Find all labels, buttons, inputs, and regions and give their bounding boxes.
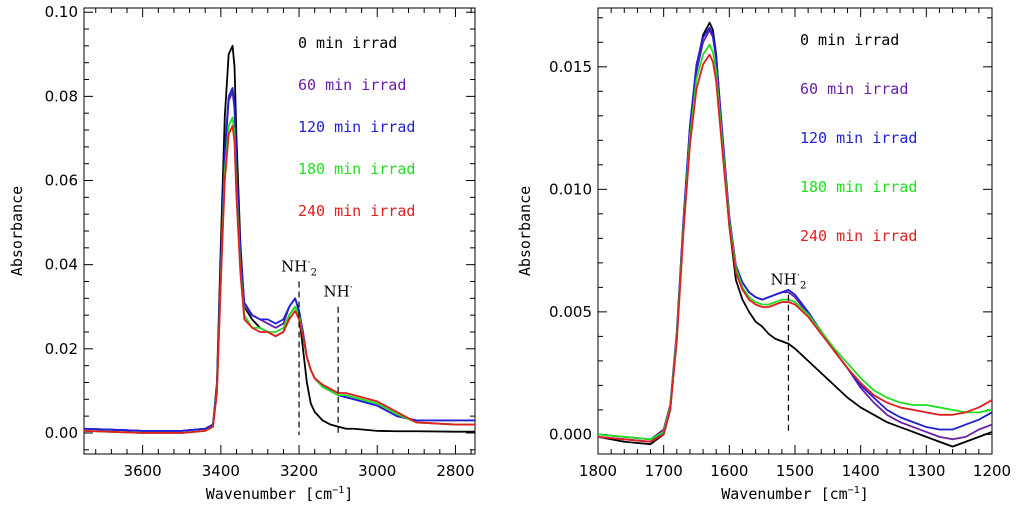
- annotation-label: NH·2: [281, 257, 317, 278]
- series-line-60-min: [84, 91, 475, 432]
- series-line-240-min: [84, 124, 475, 434]
- annotation-label: NH·2: [771, 271, 807, 292]
- legend-entry: 180 min irrad: [298, 160, 415, 178]
- x-tick-label: 1500: [776, 462, 814, 480]
- x-tick-label: 1600: [710, 462, 748, 480]
- x-tick-label: 3600: [124, 462, 162, 480]
- y-tick-label: 0.000: [549, 425, 592, 443]
- annotation-label: NH·: [323, 283, 352, 301]
- x-axis-label: Wavenumber [cm−1]: [721, 485, 869, 503]
- legend-entry: 0 min irrad: [800, 31, 899, 49]
- legend-entry: 180 min irrad: [800, 178, 917, 196]
- y-tick-label: 0.08: [45, 87, 78, 105]
- plot-frame: [83, 7, 476, 455]
- y-tick-label: 0.015: [549, 58, 592, 76]
- x-tick-label: 2800: [436, 462, 474, 480]
- legend-entry: 120 min irrad: [800, 129, 917, 147]
- x-tick-label: 1200: [973, 462, 1011, 480]
- y-tick-label: 0.06: [45, 172, 78, 190]
- y-tick-label: 0.02: [45, 340, 78, 358]
- y-axis-label: Absorbance: [8, 186, 26, 276]
- series-line-180-min: [84, 116, 475, 434]
- y-tick-label: 0.010: [549, 180, 592, 198]
- legend-entry: 120 min irrad: [298, 118, 415, 136]
- legend-entry: 60 min irrad: [800, 80, 908, 98]
- legend-entry: 240 min irrad: [298, 202, 415, 220]
- y-axis-label: Absorbance: [516, 186, 534, 276]
- y-tick-label: 0.00: [45, 424, 78, 442]
- x-tick-label: 3400: [202, 462, 240, 480]
- plot-frame: [597, 7, 993, 455]
- y-tick-label: 0.10: [45, 3, 78, 21]
- legend-entry: 240 min irrad: [800, 227, 917, 245]
- series-line-120-min: [84, 87, 475, 432]
- x-tick-label: 1400: [842, 462, 880, 480]
- legend-entry: 60 min irrad: [298, 76, 406, 94]
- legend-entry: 0 min irrad: [298, 34, 397, 52]
- x-axis-label: Wavenumber [cm−1]: [206, 485, 354, 503]
- right-chart-panel: 1800 1700 1600 1500 1400 1300 1200 0.000 0.005 0.…: [516, 7, 1011, 503]
- left-chart-panel: 3600 3400 3200 3000 2800 0.00 0.02 0.04 0.06 0.08…: [8, 3, 476, 503]
- series-line-0-min: [598, 21, 992, 448]
- y-tick-label: 0.005: [549, 303, 592, 321]
- x-tick-label: 3000: [358, 462, 396, 480]
- x-tick-label: 3200: [280, 462, 318, 480]
- x-tick-label: 1300: [907, 462, 945, 480]
- series-line-240-min: [598, 53, 992, 443]
- y-tick-label: 0.04: [45, 256, 78, 274]
- series-line-120-min: [598, 26, 992, 443]
- x-tick-label: 1800: [579, 462, 617, 480]
- x-tick-label: 1700: [645, 462, 683, 480]
- series-line-0-min: [84, 44, 475, 433]
- series-line-180-min: [598, 43, 992, 441]
- series-line-60-min: [598, 29, 992, 441]
